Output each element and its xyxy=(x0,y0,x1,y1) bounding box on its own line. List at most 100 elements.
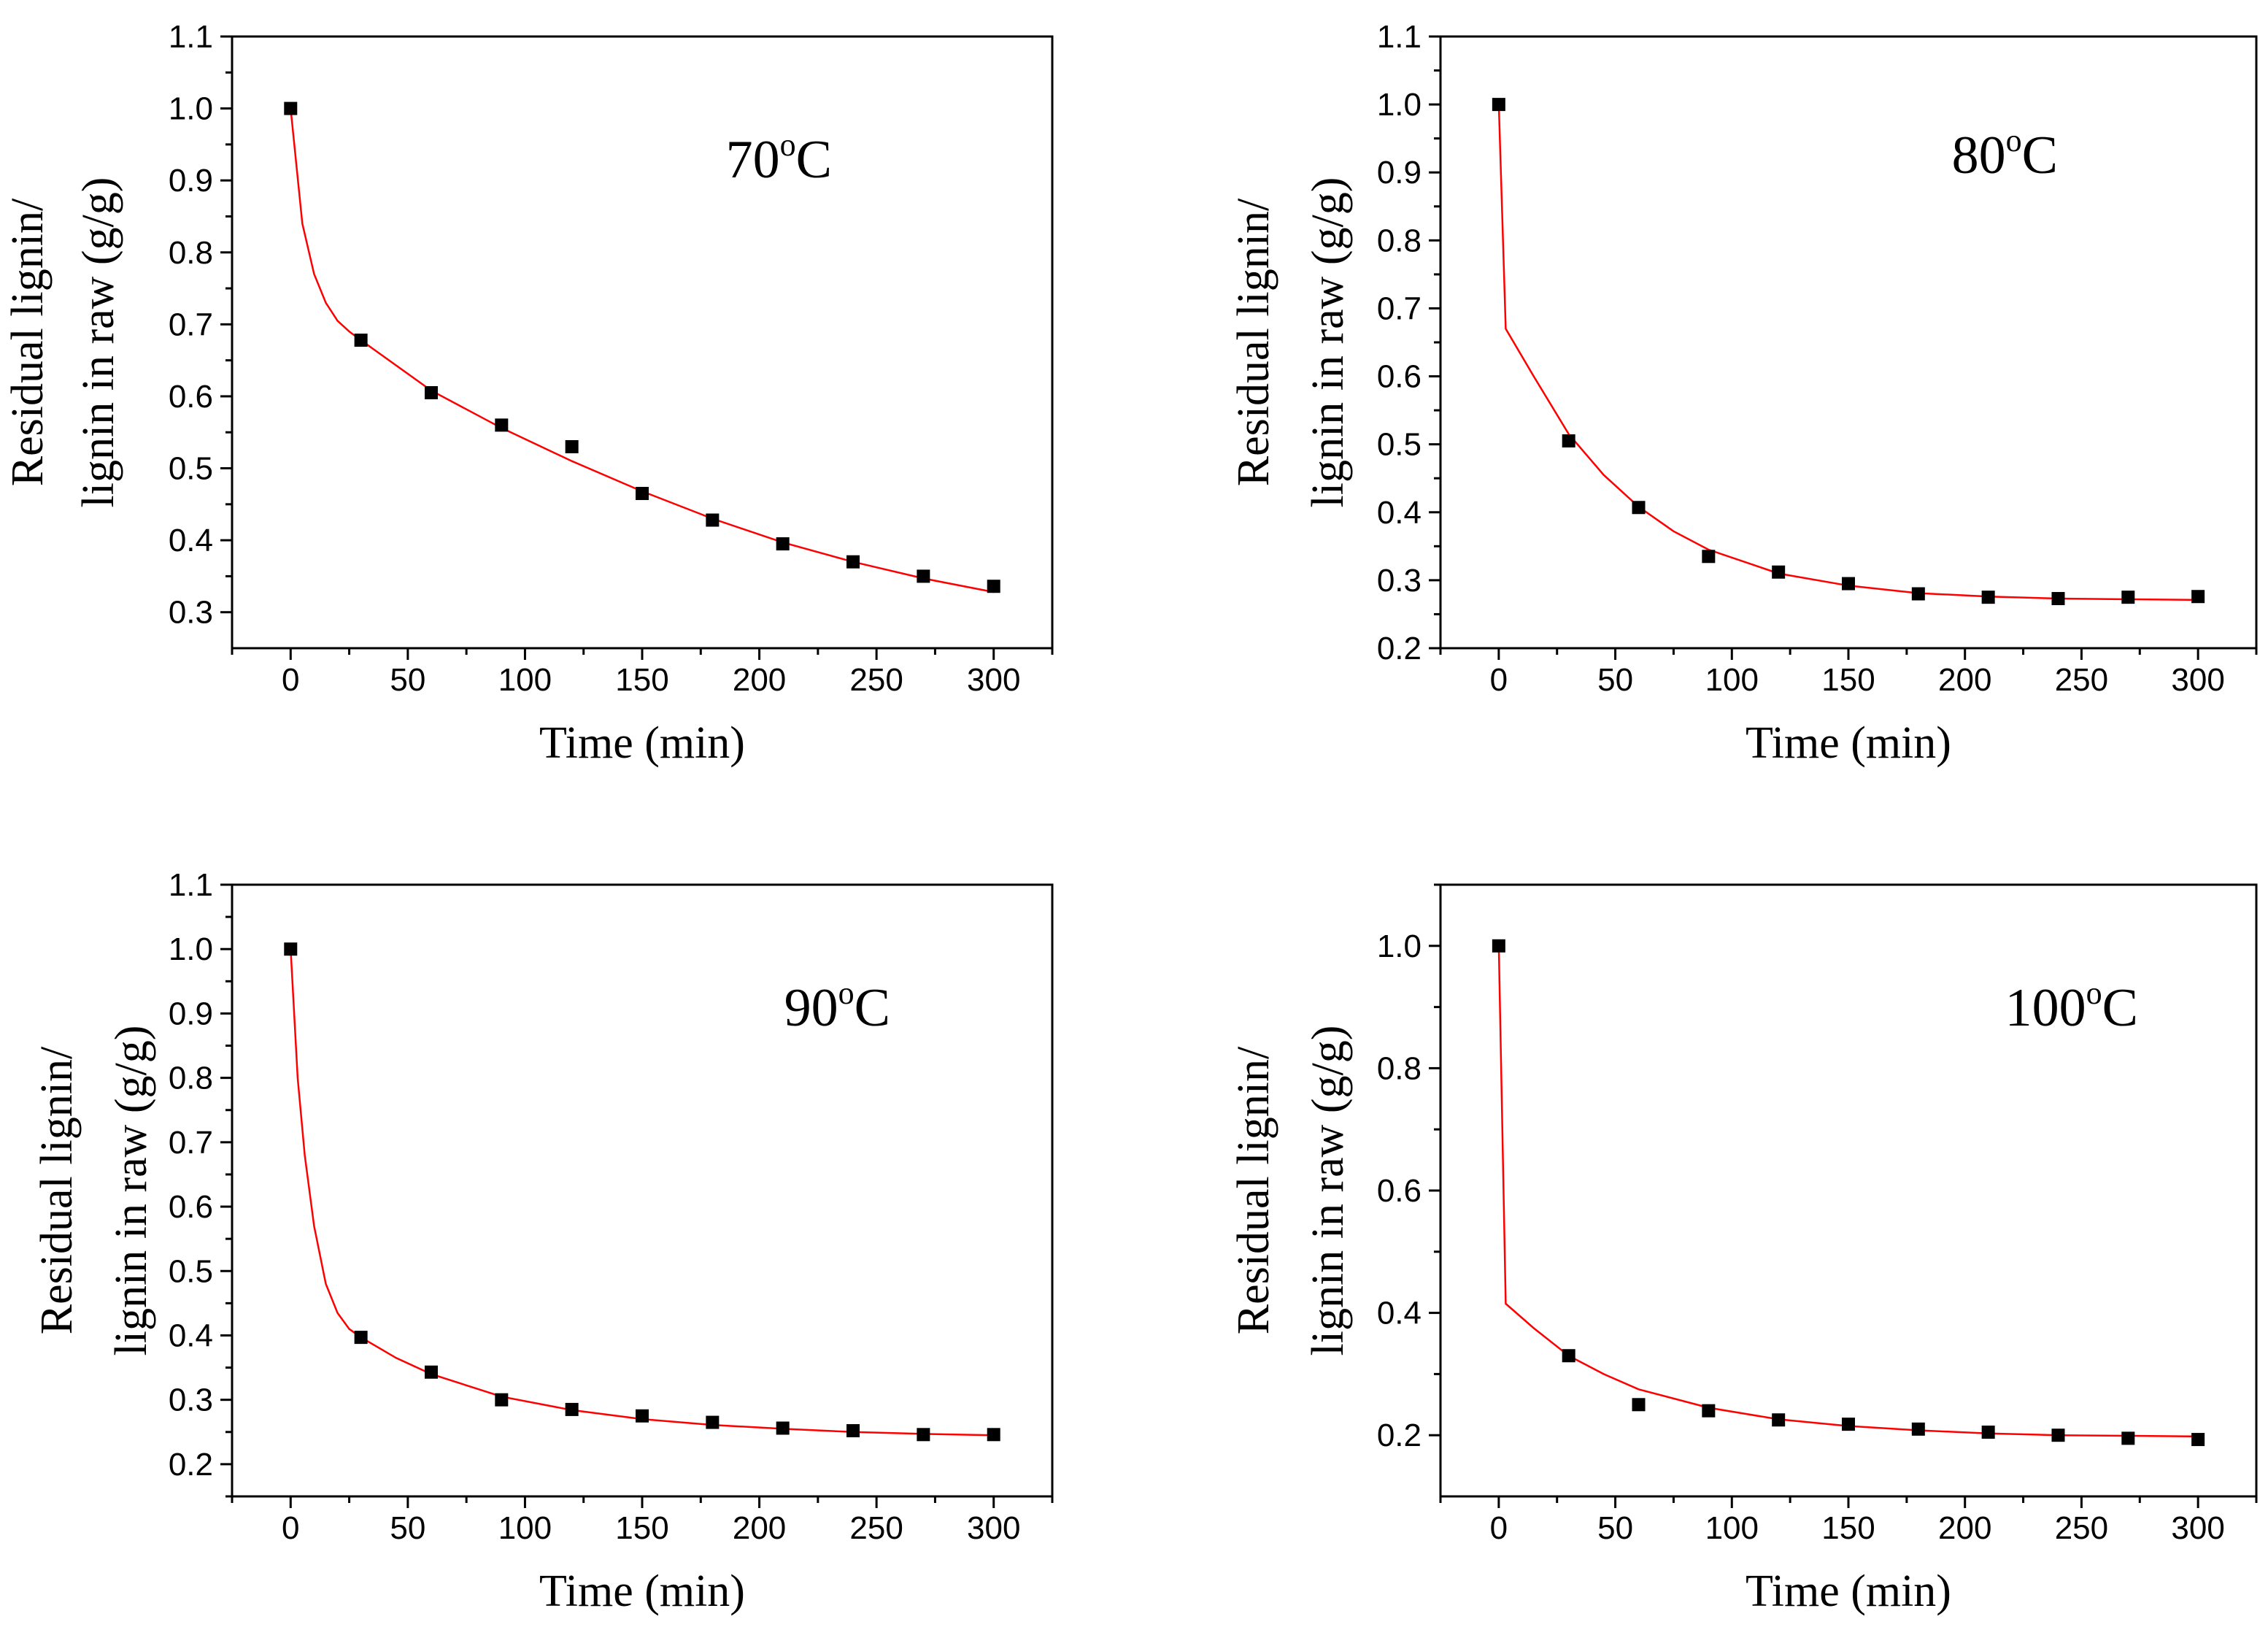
x-tick-label: 50 xyxy=(390,1510,425,1546)
x-tick-label: 50 xyxy=(1597,662,1633,698)
temperature-value: 70 xyxy=(726,130,780,190)
data-point xyxy=(1981,1426,1995,1439)
temperature-unit: C xyxy=(2022,126,2058,185)
y-axis-title-line1: Residual lignin/ xyxy=(32,1046,82,1334)
data-point xyxy=(1911,1422,1925,1436)
fit-curve-line xyxy=(1497,945,2199,1438)
y-tick-label: 1.1 xyxy=(1377,19,1422,55)
data-point xyxy=(846,555,860,569)
x-tick-label: 300 xyxy=(2171,662,2224,698)
temperature-degree-mark: o xyxy=(2086,975,2102,1011)
data-point xyxy=(565,439,579,453)
y-tick-label: 1.1 xyxy=(169,19,213,55)
data-point xyxy=(1772,565,1786,579)
data-point xyxy=(636,487,649,501)
data-point xyxy=(354,334,368,347)
data-point xyxy=(1772,1413,1786,1427)
y-tick-label: 0.5 xyxy=(1377,427,1422,463)
x-tick-label: 200 xyxy=(1938,1510,1991,1546)
y-axis-title-line2: lignin in raw (g/g) xyxy=(1303,1026,1353,1356)
temperature-value: 80 xyxy=(1952,126,2006,185)
data-point xyxy=(354,1331,368,1345)
data-point xyxy=(1842,1418,1855,1431)
temperature-degree-mark: o xyxy=(780,127,796,163)
y-tick-label: 0.3 xyxy=(169,595,213,631)
chart-panel-80c: 0 50 100 150 200 250 300 0.2 0.3 0.4 0.5 0.6 0.7 0.8 0… xyxy=(1229,19,2258,768)
temperature-label: 80oC xyxy=(1952,123,2058,185)
x-tick-label: 0 xyxy=(1490,662,1508,698)
y-tick-label: 0.9 xyxy=(169,996,213,1031)
x-tick-label: 250 xyxy=(2055,662,2108,698)
y-tick-label: 1.0 xyxy=(169,91,213,127)
y-tick-label: 0.8 xyxy=(169,1061,213,1096)
data-point xyxy=(706,513,720,527)
y-tick-label: 0.6 xyxy=(1377,359,1422,395)
data-point xyxy=(987,580,1000,593)
temperature-label: 70oC xyxy=(726,127,832,190)
temperature-label: 100oC xyxy=(2005,975,2138,1038)
temperature-unit: C xyxy=(855,978,890,1038)
x-tick-label: 200 xyxy=(733,1510,786,1546)
x-tick-label: 50 xyxy=(1597,1510,1633,1546)
y-tick-label: 0.4 xyxy=(169,1318,213,1353)
data-point xyxy=(1632,501,1646,515)
x-tick-label: 250 xyxy=(849,662,903,698)
y-tick-label: 0.2 xyxy=(1377,1418,1422,1453)
x-tick-label: 200 xyxy=(1938,662,1991,698)
x-tick-label: 0 xyxy=(282,662,299,698)
data-point xyxy=(284,101,298,115)
x-axis-title: Time (min) xyxy=(539,718,745,768)
x-tick-label: 100 xyxy=(1705,1510,1759,1546)
x-tick-label: 100 xyxy=(1705,662,1759,698)
temperature-degree-mark: o xyxy=(2006,123,2022,158)
x-tick-label: 300 xyxy=(967,662,1020,698)
data-point xyxy=(495,1393,509,1407)
data-point xyxy=(636,1409,649,1423)
fit-curve-line xyxy=(290,108,994,593)
data-point xyxy=(565,1402,579,1416)
x-tick-label: 50 xyxy=(390,662,425,698)
data-point xyxy=(1911,587,1925,601)
y-tick-label: 0.7 xyxy=(1377,291,1422,326)
y-tick-label: 1.1 xyxy=(169,867,213,903)
data-point xyxy=(1981,591,1995,604)
plot-frame xyxy=(1439,883,2258,1498)
x-tick-label: 100 xyxy=(498,662,552,698)
y-tick-label: 0.3 xyxy=(1377,563,1422,599)
y-tick-label: 0.4 xyxy=(1377,495,1422,531)
y-tick-label: 0.6 xyxy=(169,1189,213,1225)
y-tick-label: 0.4 xyxy=(1377,1296,1422,1331)
plot-frame xyxy=(1439,35,2258,650)
x-tick-label: 300 xyxy=(967,1510,1020,1546)
data-point xyxy=(1632,1398,1646,1412)
temperature-unit: C xyxy=(2102,978,2138,1038)
data-point xyxy=(1562,1349,1575,1363)
temperature-degree-mark: o xyxy=(838,975,855,1011)
y-tick-label: 0.9 xyxy=(1377,155,1422,191)
data-point xyxy=(495,418,509,432)
chart-panel-70c: 0 50 100 150 200 250 300 0.3 0.4 0.5 0.6 0.7 0.8 0.9 1… xyxy=(3,19,1054,768)
temperature-label: 90oC xyxy=(784,975,890,1038)
x-axis-title: Time (min) xyxy=(1746,718,1951,768)
data-point xyxy=(1492,939,1505,953)
data-point xyxy=(284,942,298,956)
y-tick-label: 0.5 xyxy=(169,1253,213,1289)
y-axis-title-line1: Residual lignin/ xyxy=(1229,1046,1278,1334)
x-tick-label: 150 xyxy=(615,662,668,698)
y-tick-label: 0.6 xyxy=(1377,1173,1422,1209)
y-axis-title-line2: lignin in raw (g/g) xyxy=(74,177,123,508)
y-tick-label: 1.0 xyxy=(1377,928,1422,964)
x-tick-label: 150 xyxy=(1821,662,1875,698)
temperature-value: 90 xyxy=(784,978,838,1038)
x-tick-label: 250 xyxy=(849,1510,903,1546)
y-axis-title-line2: lignin in raw (g/g) xyxy=(107,1026,156,1356)
x-tick-label: 200 xyxy=(733,662,786,698)
chart-panel-100c: 0 50 100 150 200 250 3000.20.40.60.81.0100oCTi… xyxy=(1229,883,2258,1616)
y-tick-label: 0.2 xyxy=(1377,631,1422,666)
data-point xyxy=(2051,1429,2065,1442)
data-point xyxy=(917,569,930,583)
x-tick-label: 0 xyxy=(1490,1510,1508,1546)
y-tick-label: 0.8 xyxy=(169,235,213,271)
temperature-unit: C xyxy=(796,130,832,190)
